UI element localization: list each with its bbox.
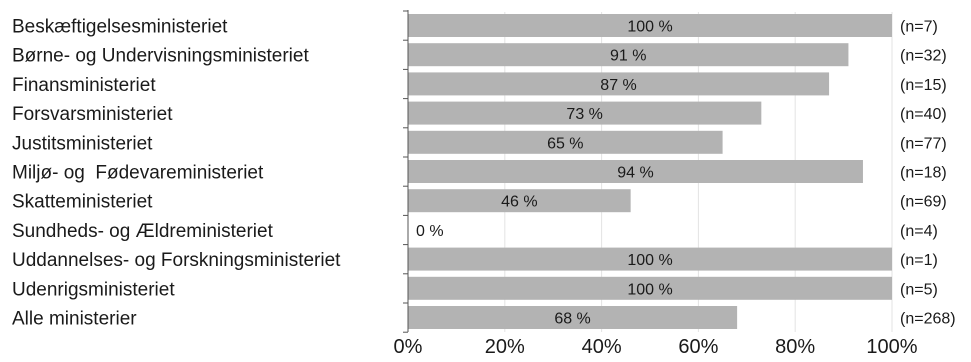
category-label: Forsvarsministeriet (12, 104, 173, 125)
category-label: Justitsministeriet (12, 133, 153, 154)
bars: 100 % 91 % 87 % 73 % 65 % 94 % 46 % 0 % 100 % 100… (408, 14, 892, 329)
x-tick-label: 60% (678, 336, 718, 358)
bar (408, 43, 849, 67)
data-label: 73 % (566, 106, 602, 123)
bar (408, 72, 830, 96)
n-label: (n=1) (900, 252, 938, 269)
category-label: Sundheds- og Ældreministeriet (12, 221, 274, 242)
bar (408, 160, 863, 183)
category-label: Miljø- og Fødevareministeriet (12, 163, 264, 184)
n-label: (n=4) (900, 223, 938, 240)
category-label: Skatteministeriet (12, 192, 153, 213)
bar (408, 189, 631, 213)
n-label: (n=32) (900, 48, 947, 65)
data-label: 94 % (617, 165, 653, 182)
category-labels: Beskæftigelsesministeriet Børne- og Under… (12, 17, 341, 330)
n-label: (n=40) (900, 106, 947, 123)
x-tick-label: 80% (775, 336, 815, 358)
category-label: Uddannelses- og Forskningsministeriet (12, 250, 341, 271)
n-label: (n=77) (900, 135, 947, 152)
x-tick-label: 100% (866, 336, 917, 358)
x-axis-tick-labels: 0% 20% 40% 60% 80% 100% (394, 336, 918, 358)
data-label: 100 % (627, 252, 672, 269)
x-tick-label: 0% (394, 336, 423, 358)
n-label: (n=15) (900, 77, 947, 94)
n-label: (n=18) (900, 165, 947, 182)
x-tick-label: 20% (485, 336, 525, 358)
bar (408, 306, 738, 329)
data-label: 87 % (600, 77, 636, 94)
bar (408, 276, 892, 300)
data-label: 65 % (547, 135, 583, 152)
category-label: Børne- og Undervisningsministeriet (12, 46, 309, 67)
n-label: (n=268) (900, 311, 956, 328)
category-label: Alle ministerier (12, 309, 137, 330)
category-label: Beskæftigelsesministeriet (12, 17, 228, 38)
y-axis (403, 10, 409, 333)
n-label: (n=7) (900, 19, 938, 36)
data-label: 100 % (627, 19, 672, 36)
data-label: 91 % (610, 48, 646, 65)
data-label: 0 % (416, 223, 444, 240)
data-label: 68 % (554, 311, 590, 328)
category-label: Finansministeriet (12, 75, 156, 96)
category-label: Udenrigsministeriet (12, 279, 175, 300)
data-label: 100 % (627, 281, 672, 298)
data-label: 46 % (501, 194, 537, 211)
n-label: (n=5) (900, 281, 938, 298)
bar (408, 101, 762, 125)
n-labels: (n=7) (n=32) (n=15) (n=40) (n=77) (n=18) (n=69… (900, 19, 956, 328)
bar (408, 247, 892, 271)
x-tick-label: 40% (582, 336, 622, 358)
n-label: (n=69) (900, 194, 947, 211)
bar (408, 130, 723, 154)
bar (408, 14, 892, 37)
